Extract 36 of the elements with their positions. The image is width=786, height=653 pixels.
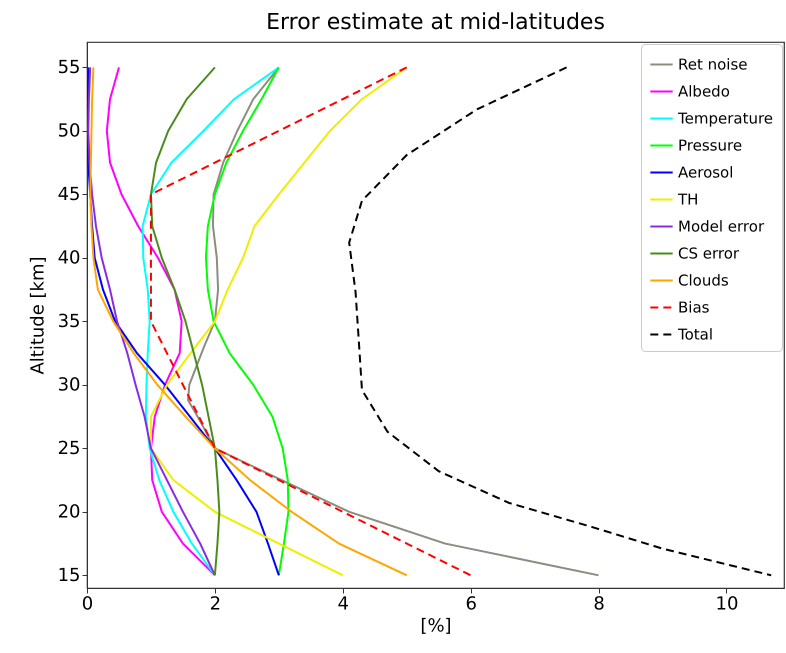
legend-label: Total — [677, 326, 714, 344]
y-tick-label: 50 — [58, 120, 80, 142]
y-tick-label: 15 — [58, 564, 80, 586]
line-series — [150, 66, 472, 576]
legend-label: Temperature — [677, 110, 774, 128]
legend-label: Albedo — [678, 82, 730, 100]
legend-label: Model error — [678, 218, 765, 236]
line-series — [142, 66, 280, 576]
x-axis-title: [%] — [420, 616, 452, 636]
line-series — [150, 66, 220, 576]
legend-label: Clouds — [678, 272, 729, 290]
x-tick-label: 0 — [82, 594, 94, 614]
line-series — [150, 66, 408, 576]
legend-label: Pressure — [678, 136, 742, 154]
y-tick-label: 25 — [58, 438, 80, 459]
y-tick-label: 40 — [58, 247, 80, 268]
x-tick-label: 8 — [593, 594, 605, 614]
chart-title: Error estimate at mid-latitudes — [266, 10, 605, 35]
x-tick-label: 4 — [338, 594, 350, 614]
legend-label: CS error — [678, 244, 740, 262]
line-series — [87, 66, 280, 576]
legend-label: Aerosol — [678, 164, 734, 182]
x-tick-label: 10 — [715, 594, 738, 614]
x-tick-label: 2 — [210, 594, 222, 614]
y-tick-label: 55 — [58, 56, 80, 78]
line-series — [89, 66, 408, 576]
y-tick-label: 35 — [58, 310, 80, 332]
legend-label: Bias — [678, 298, 710, 316]
y-axis-title: Altitude [km] — [28, 256, 49, 375]
legend-label: TH — [677, 190, 698, 208]
y-tick-label: 30 — [58, 374, 80, 396]
y-tick-label: 45 — [58, 184, 80, 205]
legend-label: Ret noise — [678, 56, 748, 74]
line-series — [204, 66, 290, 576]
y-tick-label: 20 — [58, 501, 80, 522]
x-tick-label: 6 — [465, 594, 477, 614]
